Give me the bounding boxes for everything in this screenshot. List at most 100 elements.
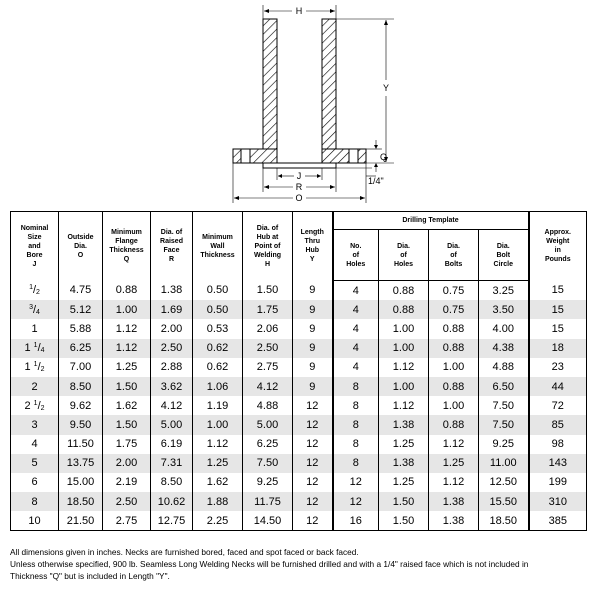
cell-dia-of-bolts: 1.38 (428, 511, 479, 531)
cell-dia-of-holes: 0.88 (378, 280, 429, 301)
cell-outside-dia: 5.88 (58, 319, 103, 339)
cell-outside-dia: 9.50 (58, 415, 103, 435)
cell-no-of-holes: 4 (332, 338, 379, 358)
cell-dia-of-holes: 1.50 (378, 511, 429, 531)
cell-flange-thickness: 2.50 (102, 492, 151, 512)
dimension-q: Q (366, 140, 387, 172)
cell-bolt-circle: 7.50 (478, 415, 530, 435)
table-row: 2 1/2 9.62 1.62 4.12 1.19 4.88 12 8 1.12 1.00 7.50… (10, 396, 588, 416)
cell-flange-thickness: 0.88 (102, 280, 151, 301)
dimension-r: R (262, 168, 337, 192)
cell-length-thru-hub: 9 (292, 376, 334, 397)
header-raised-face: Dia. of Raised Face R (150, 211, 193, 281)
cell-raised-face-dia: 7.31 (150, 453, 193, 473)
cell-no-of-holes: 12 (332, 472, 379, 493)
cell-length-thru-hub: 9 (292, 338, 334, 358)
footnote-line: Unless otherwise specified, 900 lb. Seam… (10, 559, 529, 569)
cell-bolt-circle: 9.25 (478, 434, 530, 454)
header-drilling-template: Drilling Template (332, 211, 530, 230)
cell-weight: 15 (528, 319, 588, 339)
cell-flange-thickness: 1.50 (102, 415, 151, 435)
cell-no-of-holes: 4 (332, 300, 379, 320)
cell-flange-thickness: 2.00 (102, 453, 151, 473)
table-row: 5 13.75 2.00 7.31 1.25 7.50 12 8 1.38 1.25 11.00 14… (10, 453, 588, 473)
header-length-thru-hub: Length Thru Hub Y (292, 211, 334, 281)
cell-nominal-size: 4 (10, 434, 59, 454)
table-row: 1 5.88 1.12 2.00 0.53 2.06 9 4 1.00 0.88 4.00 15 (10, 319, 588, 339)
cell-dia-of-bolts: 0.88 (428, 319, 479, 339)
cell-dia-of-holes: 1.25 (378, 472, 429, 493)
cell-length-thru-hub: 12 (292, 453, 334, 473)
cell-raised-face-dia: 6.19 (150, 434, 193, 454)
cell-weight: 85 (528, 415, 588, 435)
bolt-hole-left (240, 148, 251, 164)
svg-text:Q: Q (380, 152, 387, 162)
cell-raised-face-dia: 2.50 (150, 338, 193, 358)
cell-raised-face-dia: 1.69 (150, 300, 193, 320)
cell-outside-dia: 7.00 (58, 357, 103, 377)
cell-nominal-size: 8 (10, 492, 59, 512)
flange-cross-section-drawing: H Y Q 1/4" J R (232, 5, 394, 203)
cell-weight: 72 (528, 396, 588, 416)
cell-dia-of-bolts: 0.88 (428, 376, 479, 397)
cell-wall-thickness: 1.19 (192, 396, 243, 416)
svg-text:1/4": 1/4" (368, 176, 384, 186)
cell-no-of-holes: 8 (332, 396, 379, 416)
cell-outside-dia: 15.00 (58, 472, 103, 493)
header-outside-dia: Outside Dia. O (58, 211, 103, 281)
cell-length-thru-hub: 12 (292, 415, 334, 435)
cell-bolt-circle: 4.88 (478, 357, 530, 377)
cell-weight: 18 (528, 338, 588, 358)
cell-no-of-holes: 8 (332, 415, 379, 435)
cell-length-thru-hub: 12 (292, 434, 334, 454)
header-nominal-size: Nominal Size and Bore J (10, 211, 59, 281)
table-row: 1 1/4 6.25 1.12 2.50 0.62 2.50 9 4 1.00 0.88 4.38 1… (10, 338, 588, 358)
cell-flange-thickness: 2.75 (102, 511, 151, 531)
cell-weight: 143 (528, 453, 588, 473)
cell-raised-face-dia: 8.50 (150, 472, 193, 493)
dimension-o: O (232, 163, 367, 203)
cell-raised-face-dia: 12.75 (150, 511, 193, 531)
cell-bolt-circle: 3.50 (478, 300, 530, 320)
svg-text:Y: Y (383, 83, 389, 93)
cell-nominal-size: 1 1/2 (10, 357, 59, 377)
cell-raised-face-dia: 4.12 (150, 396, 193, 416)
cell-outside-dia: 9.62 (58, 396, 103, 416)
flange-ring-left (232, 148, 278, 164)
cell-nominal-size: 2 1/2 (10, 396, 59, 416)
cell-dia-of-holes: 1.38 (378, 453, 429, 473)
cell-bolt-circle: 3.25 (478, 280, 530, 301)
cell-dia-of-bolts: 1.12 (428, 434, 479, 454)
cell-wall-thickness: 0.53 (192, 319, 243, 339)
cell-no-of-holes: 12 (332, 492, 379, 512)
cell-length-thru-hub: 12 (292, 472, 334, 493)
table-row: 6 15.00 2.19 8.50 1.62 9.25 12 12 1.25 1.12 12.50 1… (10, 472, 588, 493)
cell-bolt-circle: 11.00 (478, 453, 530, 473)
cell-dia-of-holes: 1.25 (378, 434, 429, 454)
cell-hub-dia: 1.50 (242, 280, 293, 301)
cell-weight: 385 (528, 511, 588, 531)
cell-outside-dia: 5.12 (58, 300, 103, 320)
cell-dia-of-bolts: 0.75 (428, 300, 479, 320)
cell-nominal-size: 6 (10, 472, 59, 493)
cell-nominal-size: 3/4 (10, 300, 59, 320)
cell-outside-dia: 6.25 (58, 338, 103, 358)
cell-length-thru-hub: 9 (292, 300, 334, 320)
cell-flange-thickness: 1.75 (102, 434, 151, 454)
cell-weight: 310 (528, 492, 588, 512)
cell-wall-thickness: 1.06 (192, 376, 243, 397)
cell-outside-dia: 18.50 (58, 492, 103, 512)
cell-dia-of-holes: 1.00 (378, 338, 429, 358)
table-row: 1 1/2 7.00 1.25 2.88 0.62 2.75 9 4 1.12 1.00 4.88 2… (10, 357, 588, 377)
cell-no-of-holes: 8 (332, 376, 379, 397)
cell-dia-of-bolts: 0.88 (428, 415, 479, 435)
cell-wall-thickness: 1.62 (192, 472, 243, 493)
table-row: 2 8.50 1.50 3.62 1.06 4.12 9 8 1.00 0.88 6.50 44 (10, 376, 588, 397)
cell-raised-face-dia: 2.88 (150, 357, 193, 377)
footnote-line: Thickness "Q" but is included in Length … (10, 571, 170, 581)
table-row: 3 9.50 1.50 5.00 1.00 5.00 12 8 1.38 0.88 7.50 85 (10, 415, 588, 435)
cell-dia-of-bolts: 1.38 (428, 492, 479, 512)
cell-flange-thickness: 1.00 (102, 300, 151, 320)
dimension-y: Y (336, 18, 394, 164)
cell-length-thru-hub: 9 (292, 357, 334, 377)
